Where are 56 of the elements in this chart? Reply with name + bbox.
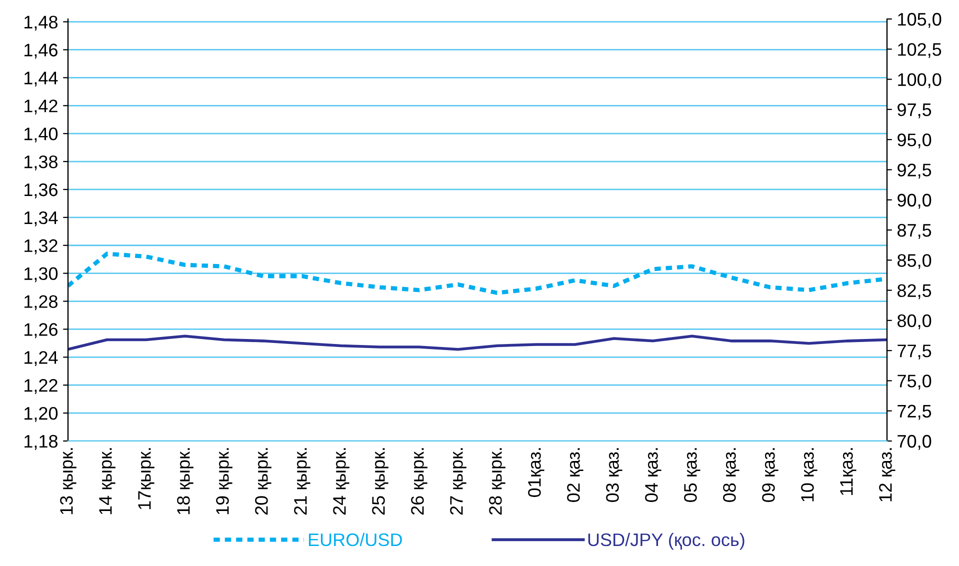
x-tick-label: 01қаз. (528, 448, 544, 497)
x-tick-label: 28 қырк. (489, 448, 506, 515)
y2-tick-label: 75,0 (898, 374, 932, 390)
y2-tick-label: 102,5 (898, 43, 942, 58)
x-tick-label: 05 қаз. (684, 448, 700, 502)
x-tick-label: 27 қырк. (450, 448, 466, 515)
x-tick-label: 25 қырк. (372, 448, 388, 515)
y2-tick-label: 87,5 (898, 224, 932, 239)
x-tick-label: 12 қаз. (879, 448, 896, 502)
y-tick-label: 1,36 (24, 183, 58, 198)
x-tick-label: 03 қаз. (606, 448, 622, 502)
legend-label: EURO/USD (308, 532, 402, 546)
x-tick-label: 26 қырк. (411, 448, 428, 515)
x-tick-label: 04 қаз. (645, 448, 662, 502)
y-tick-label: 1,20 (24, 406, 58, 422)
x-tick-label: 18 қырк. (177, 448, 194, 514)
y-tick-label: 1,34 (24, 211, 58, 226)
y2-tick-label: 80,0 (898, 314, 932, 330)
y-tick-label: 1,46 (24, 44, 58, 59)
line-series (68, 334, 887, 351)
y-tick-label: 1,30 (24, 267, 58, 282)
y-tick-label: 1,44 (24, 72, 58, 87)
y-tick-label: 1,24 (24, 351, 58, 366)
y2-tick-label: 92,5 (898, 164, 932, 179)
y2-tick-label: 100,0 (898, 73, 942, 88)
y-tick-label: 1,26 (24, 323, 58, 338)
x-tick-label: 20 қырк. (255, 448, 272, 515)
x-tick-label: 19 қырк. (216, 448, 232, 514)
x-tick-label: 09 қаз. (762, 448, 778, 502)
y-tick-label: 1,40 (24, 128, 58, 142)
x-tick-label: 21 қырк. (294, 448, 310, 515)
y2-tick-label: 95,0 (898, 134, 932, 148)
y-tick-label: 1,38 (24, 155, 58, 170)
y2-tick-label: 85,0 (898, 254, 932, 269)
y2-tick-label: 82,5 (898, 284, 932, 300)
x-tick-label: 13 қырк. (60, 448, 76, 514)
y-tick-label: 1,32 (24, 239, 58, 254)
y2-tick-label: 77,5 (898, 344, 932, 360)
text: USD/JPY (қос. ось) (588, 532, 744, 550)
y-tick-label: 1,48 (24, 16, 58, 31)
x-tick-label: 17қырк. (138, 448, 154, 510)
y-tick-label: 1,22 (24, 379, 58, 394)
x-tick-label: 14 қырк. (99, 448, 116, 514)
y2-tick-label: 105,0 (898, 12, 942, 28)
y-tick-label: 1,42 (24, 100, 58, 114)
y-tick-label: 1,18 (24, 434, 58, 450)
y2-tick-label: 72,5 (898, 404, 932, 420)
y-tick-label: 1,28 (24, 295, 58, 310)
x-tick-label: 24 қырк. (333, 448, 350, 515)
y2-tick-label: 97,5 (898, 103, 932, 118)
y2-tick-label: 70,0 (898, 434, 932, 450)
y2-tick-label: 90,0 (898, 194, 932, 209)
x-tick-label: 11қаз. (840, 448, 856, 495)
x-tick-label: 10 қаз. (801, 448, 818, 502)
x-tick-label: 08 қаз. (723, 448, 740, 502)
x-tick-label: 02 қаз. (567, 448, 584, 502)
